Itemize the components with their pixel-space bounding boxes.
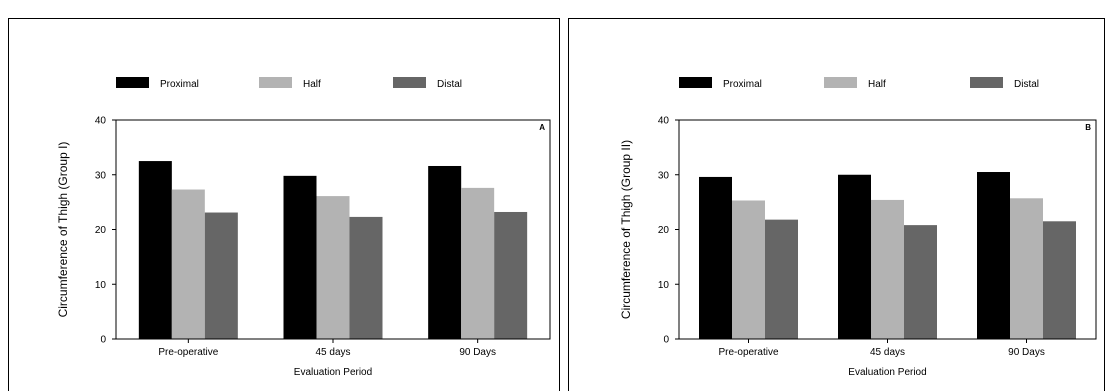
y-tick-label: 30 — [658, 170, 670, 181]
bar-proximal-2 — [283, 175, 317, 339]
bar-distal-2 — [904, 225, 937, 339]
x-tick-label: 45 days — [870, 347, 905, 358]
chart-panel-b: Proximal Half Distal 0 10 20 30 40 Pre-operative… — [568, 18, 1105, 391]
legend-swatch-distal — [970, 77, 1003, 88]
bar-proximal-1 — [138, 161, 172, 339]
y-tick-label: 10 — [658, 280, 670, 291]
panel-label: A — [539, 123, 545, 132]
bar-half-3 — [461, 187, 495, 339]
bar-half-2 — [871, 199, 904, 339]
chart-panel-a: Proximal Half Distal 0 10 20 30 40 Pre-operative… — [8, 18, 560, 391]
bar-distal-3 — [494, 211, 528, 339]
x-tick-label: 90 Days — [1008, 347, 1045, 358]
bar-half-3 — [1010, 198, 1043, 339]
panel-label: B — [1085, 123, 1091, 132]
chart-b: Proximal Half Distal 0 10 20 30 40 Pre-operative… — [619, 77, 1097, 378]
x-tick-label: Pre-operative — [158, 347, 218, 358]
bar-half-1 — [732, 200, 765, 339]
x-axis-title: Evaluation Period — [294, 367, 372, 378]
y-axis-title: Circumference of Thigh (Group II) — [619, 140, 633, 319]
bar-proximal-2 — [838, 174, 871, 339]
legend-label-proximal: Proximal — [723, 79, 762, 90]
legend-swatch-distal — [393, 77, 426, 88]
legend-label-half: Half — [303, 79, 321, 90]
y-tick-label: 0 — [100, 335, 106, 346]
bar-proximal-3 — [428, 165, 462, 339]
bar-distal-2 — [349, 216, 383, 339]
x-tick-label: Pre-operative — [718, 347, 778, 358]
bar-distal-1 — [765, 219, 798, 339]
bar-distal-1 — [204, 212, 238, 339]
x-tick-label: 90 Days — [459, 347, 496, 358]
y-axis-title: Circumference of Thigh (Group I) — [56, 142, 70, 318]
legend-swatch-proximal — [679, 77, 712, 88]
y-tick-label: 20 — [658, 225, 670, 236]
legend-swatch-half — [259, 77, 292, 88]
legend-swatch-proximal — [116, 77, 149, 88]
y-tick-label: 40 — [95, 116, 107, 127]
bar-half-1 — [171, 189, 205, 339]
bar-distal-3 — [1043, 221, 1076, 339]
legend-label-distal: Distal — [437, 79, 462, 90]
legend-label-proximal: Proximal — [160, 79, 199, 90]
legend-label-half: Half — [868, 79, 886, 90]
y-tick-label: 10 — [95, 280, 107, 291]
y-tick-label: 0 — [663, 335, 669, 346]
x-axis-title: Evaluation Period — [848, 367, 926, 378]
y-tick-label: 30 — [95, 170, 107, 181]
y-tick-label: 40 — [658, 116, 670, 127]
y-tick-label: 20 — [95, 225, 107, 236]
chart-a: Proximal Half Distal 0 10 20 30 40 Pre-operative… — [56, 77, 551, 378]
legend-swatch-half — [824, 77, 857, 88]
bar-proximal-3 — [977, 172, 1010, 339]
x-tick-label: 45 days — [315, 347, 350, 358]
bar-half-2 — [316, 196, 350, 339]
bar-proximal-1 — [699, 176, 732, 339]
legend-label-distal: Distal — [1014, 79, 1039, 90]
